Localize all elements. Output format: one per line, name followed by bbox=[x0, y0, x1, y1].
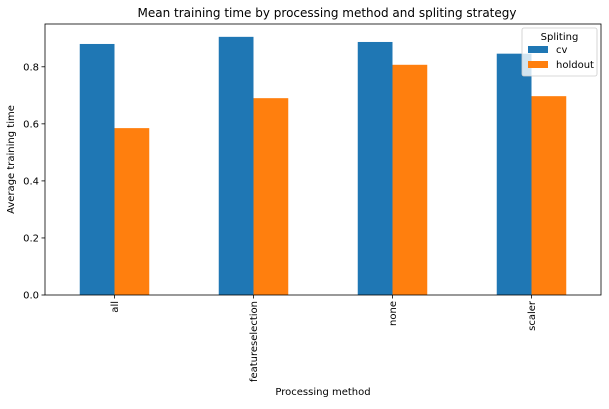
bar-cv-featureselection bbox=[218, 36, 254, 296]
legend: Spliting cv holdout bbox=[521, 27, 598, 77]
x-tick-label-none: none bbox=[388, 301, 399, 326]
plot-frame bbox=[44, 23, 602, 296]
bar-holdout-featureselection bbox=[253, 98, 289, 295]
legend-label-cv: cv bbox=[556, 45, 567, 56]
legend-title: Spliting bbox=[541, 32, 579, 43]
x-axis-title: Processing method bbox=[275, 387, 370, 398]
bar-holdout-none bbox=[392, 64, 428, 295]
x-tick-label-all: all bbox=[110, 301, 121, 313]
legend-label-holdout: holdout bbox=[556, 60, 594, 71]
y-tick-label: 0.2 bbox=[23, 233, 39, 244]
x-tick-label-scaler: scaler bbox=[527, 300, 538, 331]
bar-holdout-scaler bbox=[531, 96, 567, 295]
y-tick-label: 0.0 bbox=[23, 291, 39, 302]
legend-swatch-holdout bbox=[528, 61, 548, 68]
bar-cv-all bbox=[79, 43, 115, 295]
bar-cv-scaler bbox=[496, 53, 532, 295]
bar-cv-none bbox=[357, 41, 393, 295]
y-tick-label: 0.8 bbox=[23, 62, 39, 73]
y-tick-label: 0.4 bbox=[23, 176, 39, 187]
y-axis-title: Average training time bbox=[6, 105, 17, 214]
chart-title: Mean training time by processing method … bbox=[138, 6, 517, 20]
legend-swatch-cv bbox=[528, 46, 548, 53]
bar-holdout-all bbox=[114, 128, 150, 295]
y-tick-label: 0.6 bbox=[23, 119, 39, 130]
x-tick-label-featureselection: featureselection bbox=[249, 301, 260, 382]
plot-area: 0.0 0.2 0.4 0.6 0.8 all featureselection none sc… bbox=[23, 23, 602, 382]
